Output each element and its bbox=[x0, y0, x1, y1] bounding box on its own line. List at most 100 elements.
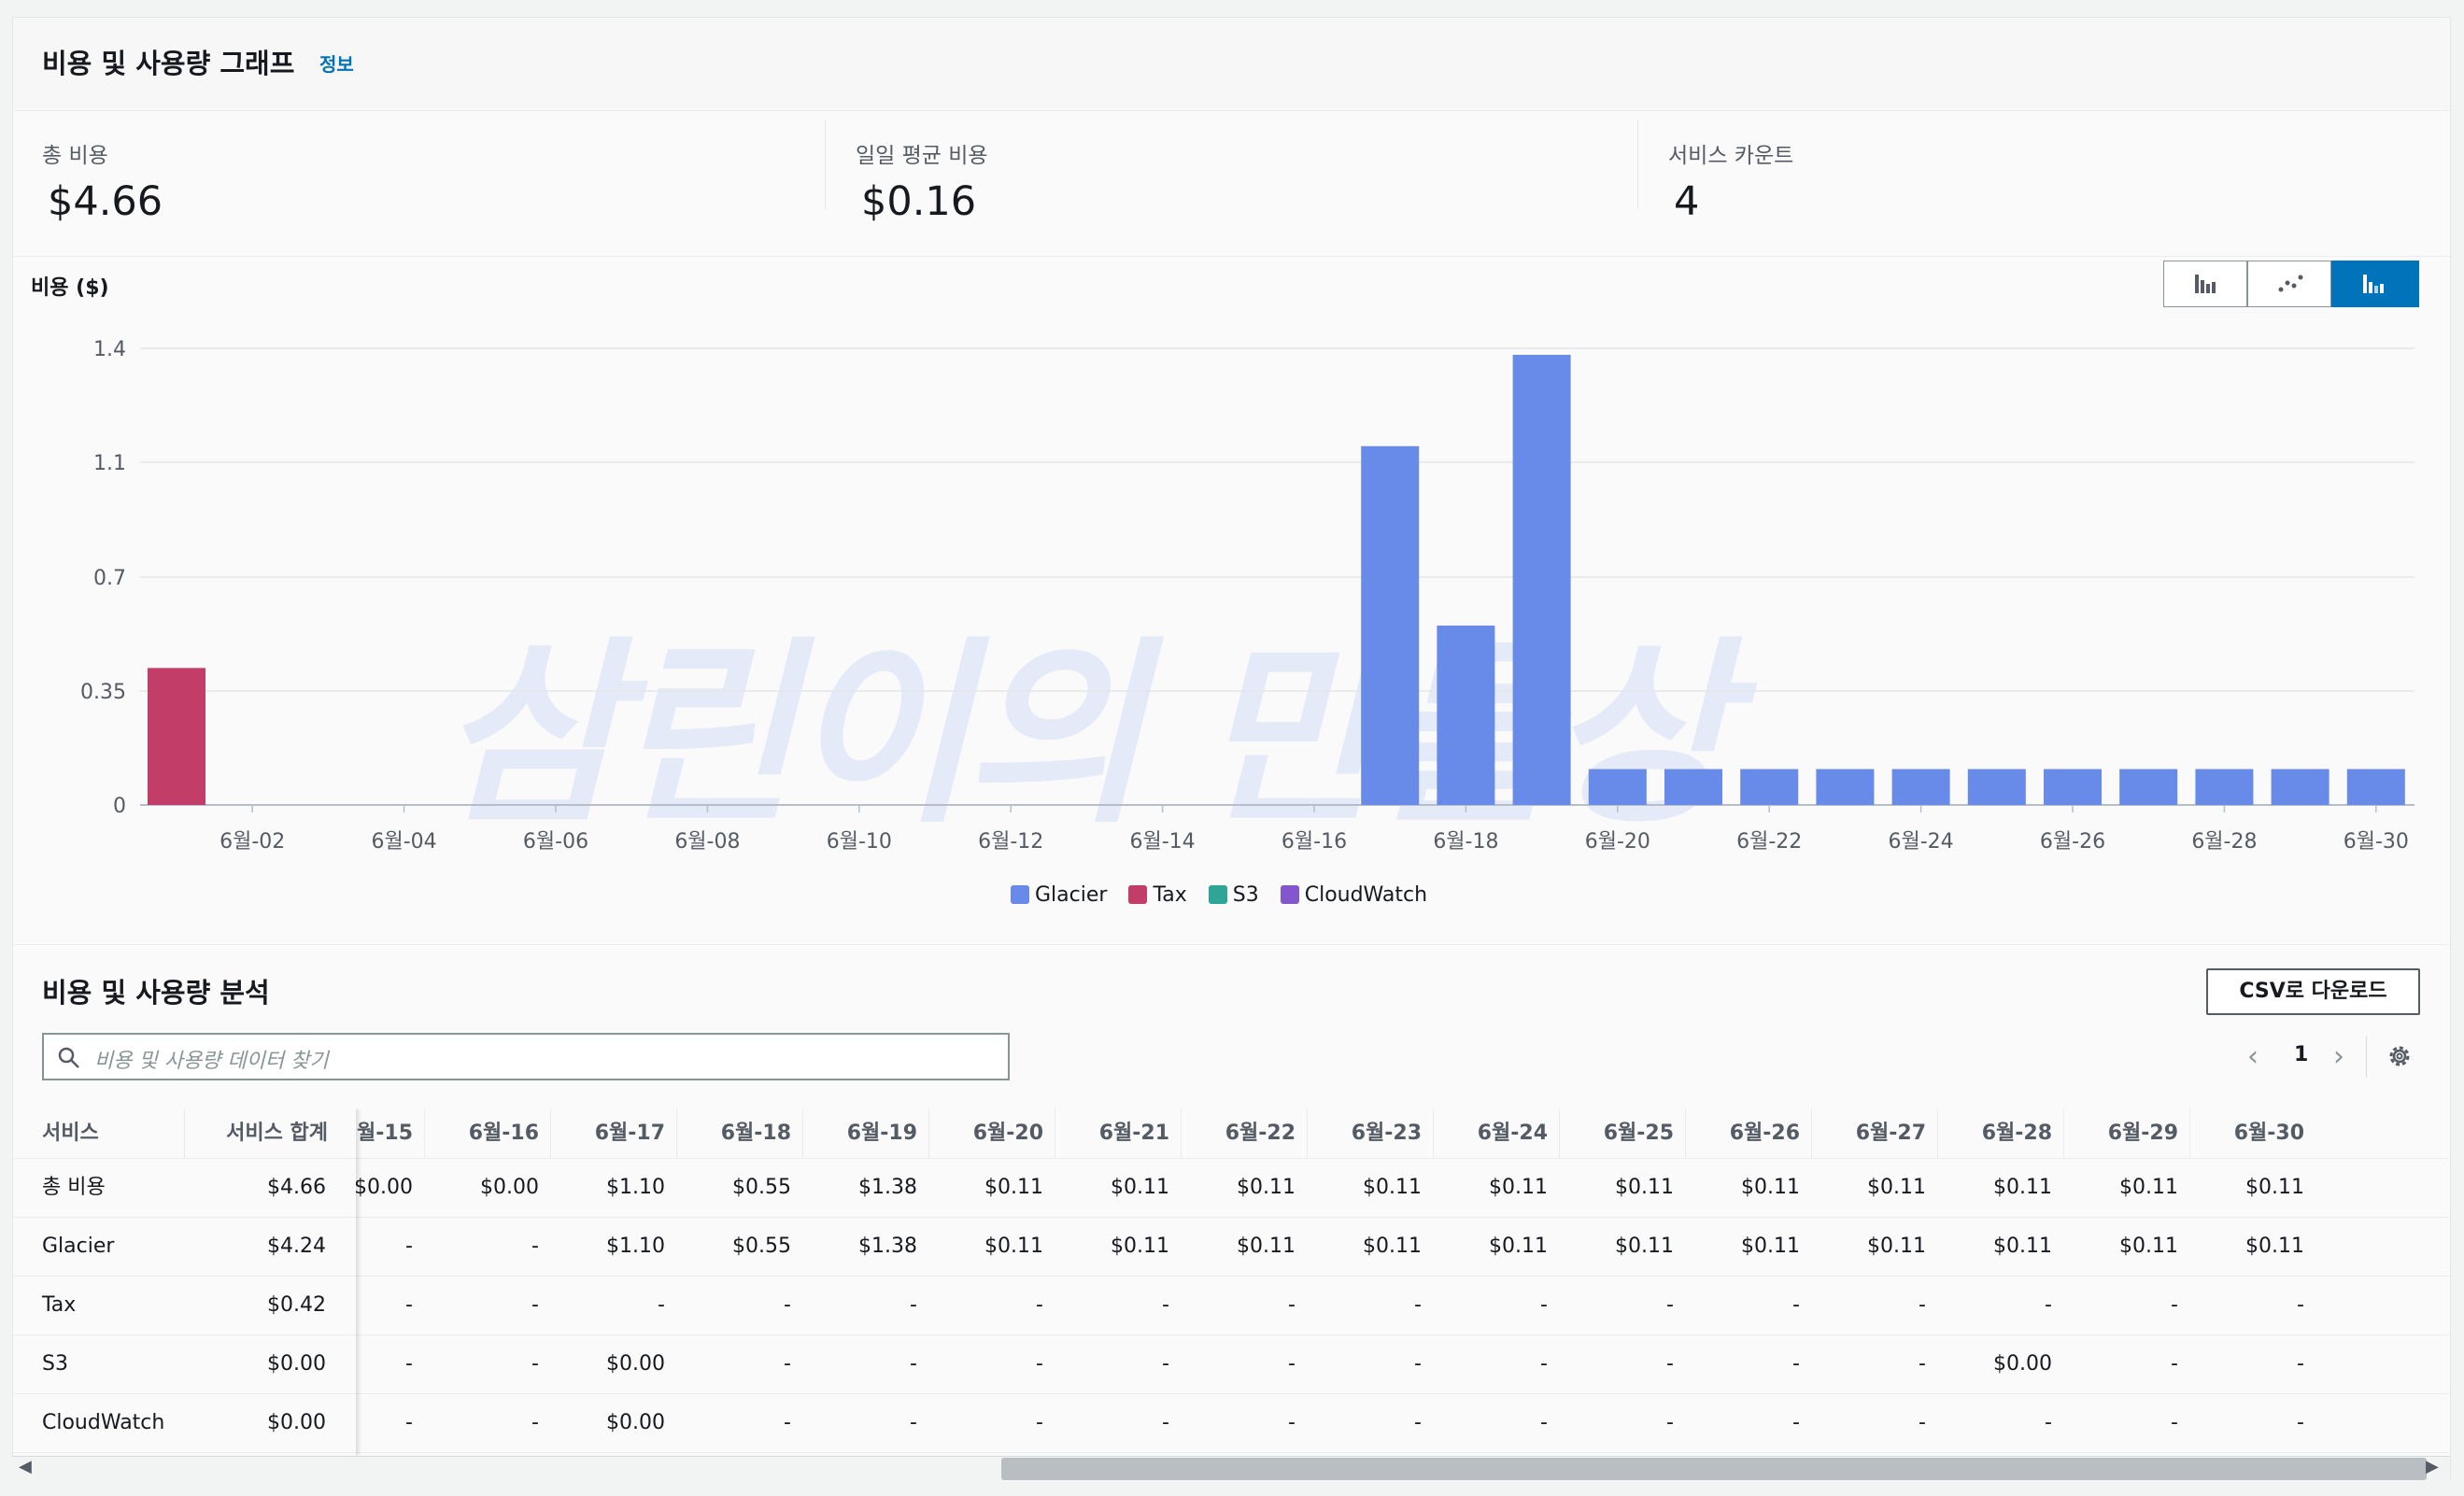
column-header-date[interactable]: 6월-30 bbox=[2189, 1108, 2315, 1158]
sticky-row: Tax $0.42 bbox=[13, 1277, 356, 1335]
watermark: 삼린이의 만물상 bbox=[439, 619, 1731, 850]
bar-chart-toggle[interactable] bbox=[2163, 261, 2247, 307]
table-row: ----------------- bbox=[13, 1277, 2449, 1335]
table-cell: - bbox=[405, 1411, 413, 1434]
pagination-prev-icon[interactable]: ‹ bbox=[2247, 1040, 2259, 1073]
table-cell: - bbox=[910, 1411, 917, 1434]
service-name-cell: 총 비용 bbox=[42, 1176, 106, 1199]
column-header-date[interactable]: 6월-24 bbox=[1433, 1108, 1559, 1158]
table-cell: $0.11 bbox=[1489, 1176, 1548, 1199]
table-cell: - bbox=[1792, 1411, 1800, 1434]
table-cell: $0.00 bbox=[480, 1176, 539, 1199]
csv-download-button[interactable]: CSV로 다운로드 bbox=[2206, 968, 2420, 1015]
table-cell: $0.11 bbox=[1741, 1176, 1800, 1199]
column-header-date[interactable]: 6월-25 bbox=[1559, 1108, 1685, 1158]
table-cell: $1.10 bbox=[606, 1235, 665, 1258]
table-cell: - bbox=[2045, 1411, 2052, 1434]
settings-gear-icon[interactable] bbox=[2386, 1043, 2413, 1069]
legend-item-glacier[interactable]: Glacier bbox=[1011, 883, 1107, 907]
pagination-current-page[interactable]: 1 bbox=[2294, 1043, 2309, 1066]
column-header-date[interactable]: 6월-22 bbox=[1181, 1108, 1307, 1158]
table-cell: - bbox=[2297, 1411, 2304, 1434]
table-row: $0.00$0.00$0.00$1.10$0.55$1.38$0.11$0.11… bbox=[13, 1159, 2449, 1218]
line-chart-toggle[interactable] bbox=[2247, 261, 2331, 307]
table-cell: $0.11 bbox=[1363, 1235, 1422, 1258]
table-cell: $0.11 bbox=[1111, 1176, 1169, 1199]
column-header-date[interactable]: 6월-18 bbox=[676, 1108, 802, 1158]
table-cell: - bbox=[2297, 1352, 2304, 1376]
column-header-date[interactable]: 6월-23 bbox=[1307, 1108, 1433, 1158]
table-cell: - bbox=[2171, 1293, 2178, 1317]
service-total-cell: $0.00 bbox=[267, 1352, 326, 1376]
cost-usage-panel: 비용 및 사용량 그래프 정보 총 비용 $4.66 일일 평균 비용 $0.1… bbox=[12, 17, 2451, 1479]
table-cell: - bbox=[1540, 1411, 1548, 1434]
column-header-date[interactable]: 6월-20 bbox=[928, 1108, 1055, 1158]
service-name-cell: Tax bbox=[42, 1293, 77, 1317]
column-header-date[interactable]: 6월-19 bbox=[802, 1108, 928, 1158]
column-header-total[interactable]: 서비스 합계 bbox=[226, 1122, 328, 1145]
bar-chart-icon bbox=[2195, 275, 2216, 293]
table-cell: $0.11 bbox=[984, 1235, 1043, 1258]
sticky-row: S3 $0.00 bbox=[13, 1335, 356, 1394]
table-cell: - bbox=[1288, 1293, 1296, 1317]
legend-item-cloudwatch[interactable]: CloudWatch bbox=[1280, 883, 1427, 907]
table-cell: - bbox=[531, 1293, 539, 1317]
table-cell: - bbox=[1162, 1352, 1169, 1376]
table-cell: - bbox=[1792, 1293, 1800, 1317]
service-total-cell: $0.42 bbox=[267, 1293, 326, 1317]
column-header-date[interactable]: 6월-21 bbox=[1055, 1108, 1181, 1158]
service-name-cell: S3 bbox=[42, 1352, 68, 1376]
analysis-title: 비용 및 사용량 분석 bbox=[42, 977, 270, 1009]
table-cell: - bbox=[1162, 1293, 1169, 1317]
table-cell: - bbox=[1036, 1352, 1043, 1376]
search-input[interactable]: 비용 및 사용량 데이터 찾기 bbox=[42, 1033, 1010, 1080]
column-header-date[interactable]: 6월-26 bbox=[1685, 1108, 1811, 1158]
table-cell: - bbox=[1666, 1352, 1674, 1376]
table-cell: - bbox=[910, 1352, 917, 1376]
table-cell: $0.11 bbox=[2119, 1176, 2178, 1199]
search-placeholder: 비용 및 사용량 데이터 찾기 bbox=[94, 1050, 329, 1073]
chart-legend: Glacier Tax S3 CloudWatch bbox=[1011, 883, 1442, 910]
service-total-cell: $0.00 bbox=[267, 1411, 326, 1434]
table-cell: $1.38 bbox=[858, 1176, 917, 1199]
table-cell: $0.00 bbox=[606, 1411, 665, 1434]
column-header-date[interactable]: 6월-27 bbox=[1811, 1108, 1937, 1158]
table-cell: - bbox=[1919, 1293, 1926, 1317]
legend-item-tax[interactable]: Tax bbox=[1128, 883, 1187, 907]
table-cell: $0.11 bbox=[1237, 1176, 1296, 1199]
line-chart-icon bbox=[2278, 275, 2303, 292]
table-cell: - bbox=[1666, 1411, 1674, 1434]
table-cell: - bbox=[405, 1235, 413, 1258]
table-cell: - bbox=[2171, 1411, 2178, 1434]
table-cell: $0.11 bbox=[1615, 1176, 1674, 1199]
kpi-row: 총 비용 $4.66 일일 평균 비용 $0.16 서비스 카운트 4 bbox=[13, 111, 2450, 257]
info-link[interactable]: 정보 bbox=[319, 53, 354, 76]
pagination-next-icon[interactable]: › bbox=[2333, 1040, 2344, 1073]
column-header-service[interactable]: 서비스 bbox=[42, 1122, 99, 1145]
table-cell: - bbox=[658, 1293, 665, 1317]
table-cell: $0.11 bbox=[984, 1176, 1043, 1199]
table-cell: - bbox=[1036, 1293, 1043, 1317]
table-cell: - bbox=[2171, 1352, 2178, 1376]
table-row: ---$1.10$0.55$1.38$0.11$0.11$0.11$0.11$0… bbox=[13, 1218, 2449, 1277]
service-name-cell: CloudWatch bbox=[42, 1411, 165, 1434]
column-header-date[interactable]: 6월-17 bbox=[550, 1108, 676, 1158]
service-total-cell: $4.66 bbox=[267, 1176, 326, 1199]
scroll-right-arrow-icon[interactable]: ▶ bbox=[2426, 1457, 2439, 1476]
kpi-label: 총 비용 bbox=[42, 144, 108, 168]
panel-header: 비용 및 사용량 그래프 정보 bbox=[13, 18, 2450, 111]
table-sticky-columns: 서비스 서비스 합계 총 비용 $4.66 Glacier $4.24 Tax $0.42… bbox=[13, 1108, 356, 1456]
scroll-left-arrow-icon[interactable]: ◀ bbox=[19, 1457, 32, 1476]
table-cell: - bbox=[784, 1293, 791, 1317]
table-cell: - bbox=[1414, 1293, 1422, 1317]
column-header-date[interactable]: 6월-28 bbox=[1937, 1108, 2063, 1158]
column-header-date[interactable]: 6월-29 bbox=[2063, 1108, 2189, 1158]
table-cell: $0.11 bbox=[1615, 1235, 1674, 1258]
sticky-row: Glacier $4.24 bbox=[13, 1218, 356, 1277]
table-cell: - bbox=[531, 1235, 539, 1258]
legend-item-s3[interactable]: S3 bbox=[1208, 883, 1259, 907]
column-header-date[interactable]: 6월-16 bbox=[424, 1108, 550, 1158]
stacked-bar-chart-toggle[interactable] bbox=[2331, 261, 2419, 307]
scrollbar-thumb[interactable] bbox=[1001, 1458, 2427, 1480]
table-cell: $0.11 bbox=[2245, 1176, 2304, 1199]
